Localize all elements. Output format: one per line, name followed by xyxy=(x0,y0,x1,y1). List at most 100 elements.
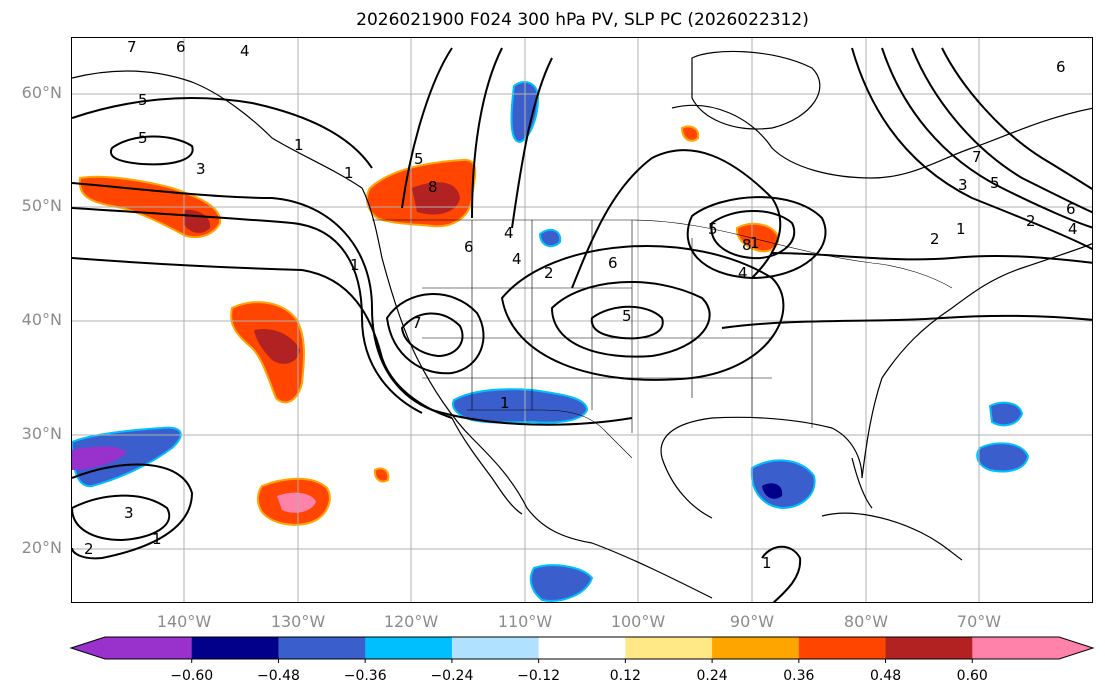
pv-negative-atlantic-north xyxy=(988,401,1024,427)
pv-anomaly-fills xyxy=(72,81,1030,602)
slp-contour-atlantic-2 xyxy=(881,47,1092,229)
contour-label: 5 xyxy=(622,307,632,325)
pv-core-subtropical-pacific xyxy=(72,446,127,470)
colorbar-segment xyxy=(625,637,713,659)
contour-label: 6 xyxy=(1066,200,1076,218)
lat-label-40n: 40°N xyxy=(21,310,62,329)
lat-label-60n: 60°N xyxy=(21,83,62,102)
colorbar-tick-label: 0.48 xyxy=(869,668,902,684)
contour-label: 1 xyxy=(956,220,966,238)
pv-negative-subtropical-pacific xyxy=(72,426,182,488)
lon-label-100w: 100°W xyxy=(610,612,666,631)
contour-label: 2 xyxy=(84,540,94,558)
coastline-east-us xyxy=(861,243,1092,479)
slp-contour-low-1 xyxy=(400,312,464,358)
contour-label: 1 xyxy=(350,256,360,274)
colorbar-tick-label: −0.36 xyxy=(343,668,387,684)
contour-label: 1 xyxy=(750,234,760,252)
graticule xyxy=(72,38,1092,602)
colorbar-extend-low xyxy=(71,637,105,659)
map-title: 2026021900 F024 300 hPa PV, SLP PC (2026… xyxy=(356,10,809,30)
us-canada-border xyxy=(372,219,953,289)
colorbar-segment xyxy=(972,637,1060,659)
pv-positive-hudson-small xyxy=(680,125,700,142)
colorbar-segments xyxy=(71,637,1093,659)
contour-label: 1 xyxy=(500,394,510,412)
colorbar-segment xyxy=(191,637,279,659)
lon-label-140w: 140°W xyxy=(156,612,212,631)
lon-label-130w: 130°W xyxy=(270,612,326,631)
contour-label: 4 xyxy=(1068,220,1078,238)
slp-contour-east-1 xyxy=(771,252,1092,264)
map-plot: 7 6 4 5 3 5 1 1 5 8 6 4 5 2 5 7 4 1 2 3 … xyxy=(72,38,1092,602)
pv-negative-small-plains xyxy=(538,228,562,248)
contour-label: 1 xyxy=(152,530,162,548)
coastlines xyxy=(72,50,1092,599)
contour-label: 6 xyxy=(176,38,186,56)
colorbar-tick-label: −0.24 xyxy=(430,668,474,684)
political-borders xyxy=(372,219,953,459)
colorbar-tick-label: −0.60 xyxy=(170,668,214,684)
contour-label: 4 xyxy=(738,264,748,282)
lon-label-120w: 120°W xyxy=(383,612,439,631)
slp-contour-trough-1 xyxy=(72,182,633,426)
contour-label: 7 xyxy=(972,148,982,166)
lon-label-90w: 90°W xyxy=(729,612,775,631)
map-panel: 7 6 4 5 3 5 1 1 5 8 6 4 5 2 5 7 4 1 2 3 … xyxy=(71,37,1093,603)
contour-label: 5 xyxy=(138,91,148,109)
pv-negative-central-america xyxy=(529,564,594,602)
colorbar-tick-label: 0.36 xyxy=(783,668,815,684)
contour-label: 5 xyxy=(708,220,718,238)
colorbar-tick-label: 0.12 xyxy=(609,668,641,684)
contour-label: 1 xyxy=(294,136,304,154)
contour-label: 2 xyxy=(930,230,940,248)
contour-label: 6 xyxy=(608,254,618,272)
slp-contour-ridge-1 xyxy=(401,47,553,229)
lat-label-50n: 50°N xyxy=(21,196,62,215)
slp-contour-high-2 xyxy=(550,281,711,358)
colorbar-segment xyxy=(105,637,193,659)
slp-contour-great-lakes-low-2 xyxy=(686,196,827,280)
lon-label-80w: 80°W xyxy=(843,612,889,631)
colorbar-segment xyxy=(278,637,366,659)
pv-core-subtropical xyxy=(277,492,316,513)
slp-contour-atlantic-4 xyxy=(941,47,1092,190)
contour-label: 8 xyxy=(742,236,752,254)
colorbar-segment xyxy=(538,637,626,659)
slp-contour-east-2 xyxy=(721,314,1092,329)
slp-contour-subtropical-high xyxy=(72,494,171,542)
colorbar-extend-high xyxy=(1059,637,1093,659)
slp-contour-atlantic-1 xyxy=(851,47,1092,251)
contour-labels: 7 6 4 5 3 5 1 1 5 8 6 4 5 2 5 7 4 1 2 3 … xyxy=(84,38,1078,572)
coastline-baja xyxy=(451,417,523,515)
contour-label: 5 xyxy=(414,150,424,168)
contour-label: 3 xyxy=(124,504,134,522)
slp-contour-central-america xyxy=(761,545,802,602)
contour-label: 3 xyxy=(958,176,968,194)
slp-contour-high-1 xyxy=(590,305,664,340)
contour-label: 7 xyxy=(127,38,137,56)
coastline-west-north-america xyxy=(361,187,593,544)
contour-label: 7 xyxy=(412,314,422,332)
colorbar-segment xyxy=(365,637,453,659)
pv-negative-gulf xyxy=(750,459,816,510)
contour-label: 8 xyxy=(428,178,438,196)
contour-label: 1 xyxy=(762,554,772,572)
colorbar-tick-label: −0.12 xyxy=(517,668,561,684)
slp-contour-high-3 xyxy=(500,245,785,381)
colorbar-tick-label: 0.24 xyxy=(696,668,728,684)
pv-positive-great-lakes xyxy=(735,222,780,253)
state-lines xyxy=(422,220,813,433)
contour-label: 4 xyxy=(504,224,514,242)
lon-label-110w: 110°W xyxy=(497,612,553,631)
colorbar-segment xyxy=(451,637,540,659)
slp-contour-low-2 xyxy=(385,293,485,375)
colorbar-tick-label: 0.60 xyxy=(956,668,988,684)
colorbar-segment xyxy=(712,637,800,659)
pv-core-offshore-california xyxy=(254,328,300,364)
pv-positive-small-baja xyxy=(373,467,390,483)
pv-negative-atlantic-east xyxy=(976,442,1030,473)
contour-label: 1 xyxy=(344,164,354,182)
pv-negative-southwest-us xyxy=(452,388,589,424)
slp-contour-trough-3 xyxy=(72,257,453,419)
